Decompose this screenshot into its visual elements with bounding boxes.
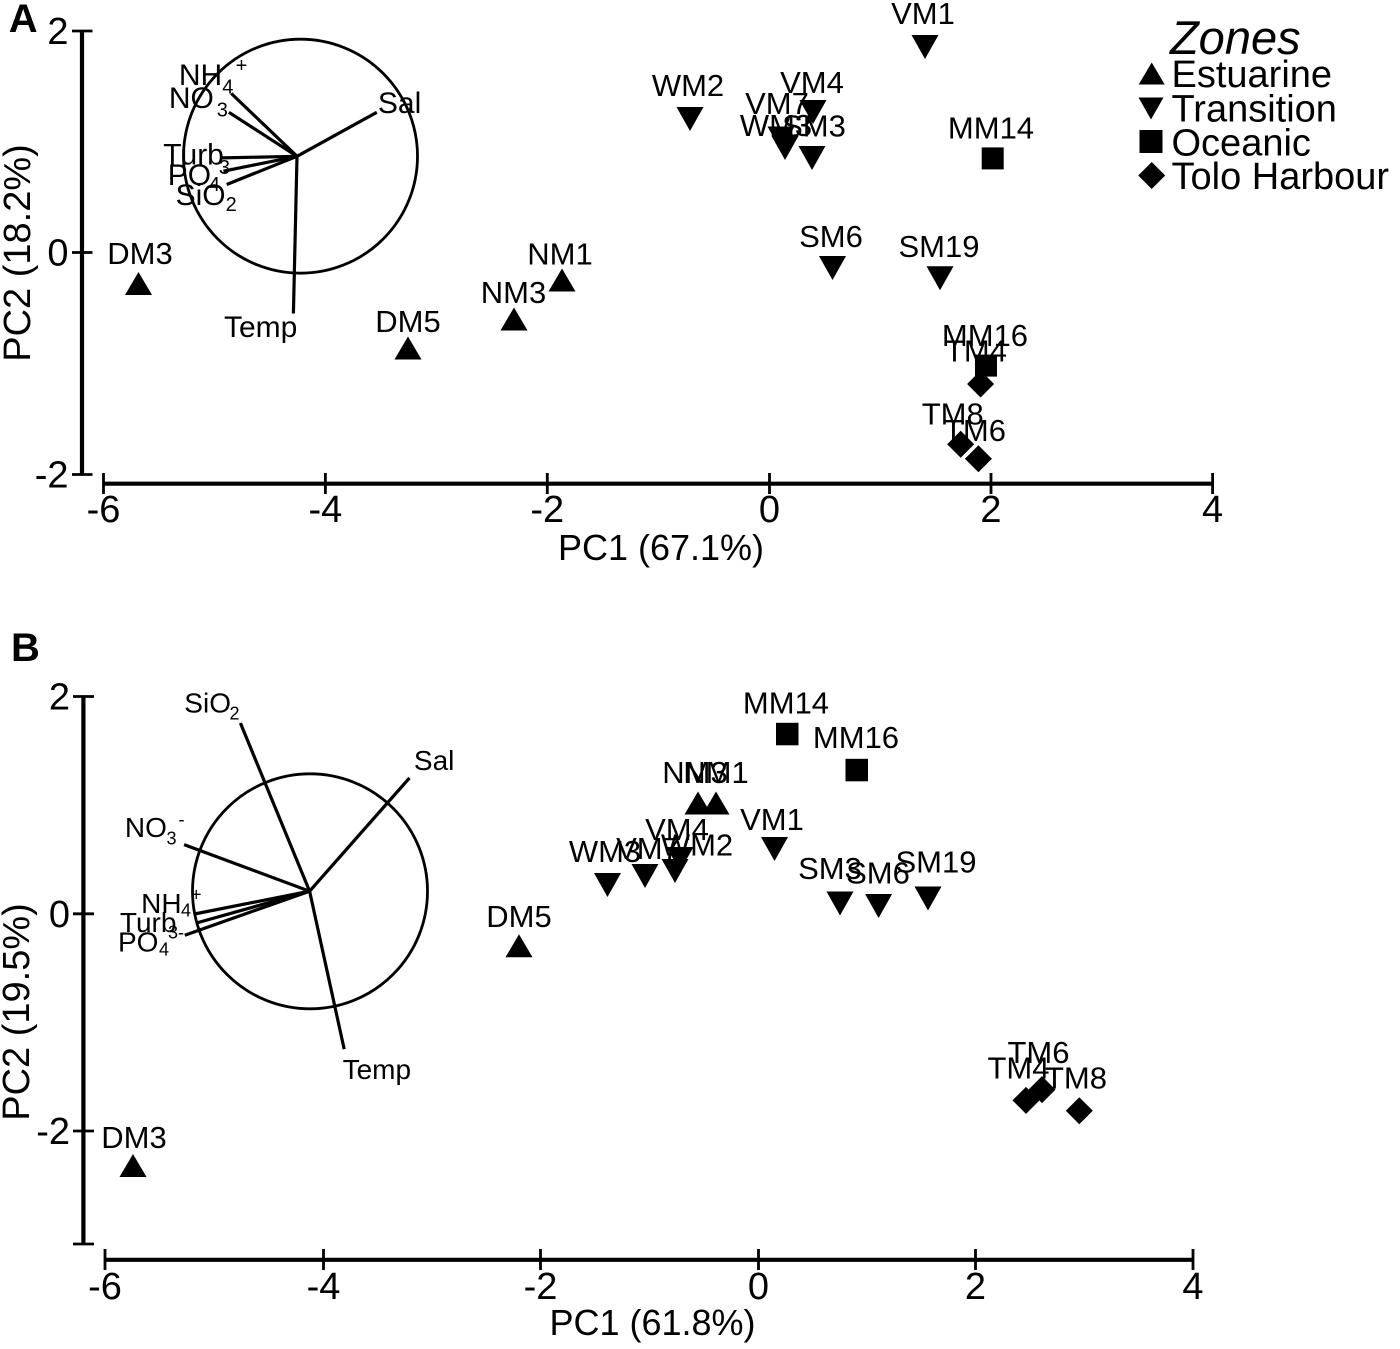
svg-text:VM7: VM7	[745, 86, 809, 121]
svg-text:NH: NH	[141, 888, 181, 919]
svg-text:2: 2	[47, 11, 68, 53]
svg-text:2: 2	[980, 489, 1001, 531]
svg-text:DM3: DM3	[101, 1120, 166, 1155]
svg-text:SM19: SM19	[896, 845, 977, 880]
svg-text:-2: -2	[524, 1266, 558, 1308]
svg-text:4: 4	[1182, 1266, 1203, 1308]
svg-text:3: 3	[217, 100, 228, 122]
svg-text:TM8: TM8	[922, 397, 984, 432]
svg-text:+: +	[236, 55, 248, 77]
svg-text:Sal: Sal	[378, 87, 421, 120]
svg-text:-2: -2	[35, 455, 69, 497]
svg-text:4: 4	[1202, 489, 1223, 531]
svg-text:Tolo Harbour: Tolo Harbour	[1172, 156, 1390, 198]
svg-text:-2: -2	[36, 1111, 70, 1153]
svg-text:Zones: Zones	[1169, 11, 1301, 64]
svg-text:-4: -4	[307, 1266, 341, 1308]
svg-text:0: 0	[748, 1266, 769, 1308]
svg-text:-6: -6	[88, 1266, 122, 1308]
svg-text:-2: -2	[530, 489, 564, 531]
svg-text:SiO: SiO	[176, 179, 226, 212]
svg-text:SM19: SM19	[899, 229, 980, 264]
svg-text:PC1 (61.8%): PC1 (61.8%)	[549, 1302, 755, 1343]
svg-text:SM6: SM6	[799, 219, 863, 254]
svg-text:2: 2	[230, 704, 240, 724]
svg-text:Sal: Sal	[414, 745, 454, 776]
svg-text:WM3: WM3	[569, 834, 641, 869]
svg-text:2: 2	[965, 1266, 986, 1308]
svg-text:PC2 (18.2%): PC2 (18.2%)	[0, 144, 39, 362]
svg-text:PC1 (67.1%): PC1 (67.1%)	[558, 527, 764, 568]
svg-text:NO: NO	[169, 82, 214, 115]
svg-text:SM6: SM6	[846, 856, 910, 891]
svg-text:4: 4	[159, 940, 169, 960]
svg-text:B: B	[11, 626, 40, 670]
svg-text:NM1: NM1	[683, 755, 748, 790]
svg-text:NH: NH	[179, 59, 222, 92]
svg-text:MM14: MM14	[743, 686, 829, 721]
svg-text:MM16: MM16	[813, 720, 899, 755]
svg-text:PO: PO	[168, 159, 211, 192]
svg-text:+: +	[191, 885, 202, 905]
svg-text:-4: -4	[309, 489, 343, 531]
svg-text:NO: NO	[125, 812, 167, 843]
svg-text:PC2 (19.5%): PC2 (19.5%)	[0, 903, 38, 1121]
svg-text:A: A	[9, 0, 38, 41]
svg-text:MM14: MM14	[948, 111, 1034, 146]
svg-text:-: -	[179, 810, 185, 830]
svg-text:0: 0	[47, 233, 68, 275]
svg-text:VM4: VM4	[645, 812, 709, 847]
svg-text:DM3: DM3	[107, 236, 172, 271]
svg-text:TM6: TM6	[1008, 1035, 1070, 1070]
svg-text:Transition: Transition	[1172, 89, 1337, 131]
svg-text:0: 0	[49, 894, 70, 936]
svg-text:SM3: SM3	[798, 851, 862, 886]
svg-text:Oceanic: Oceanic	[1172, 123, 1311, 165]
svg-text:WM2: WM2	[652, 68, 724, 103]
svg-text:3: 3	[167, 829, 177, 849]
svg-text:Temp: Temp	[224, 311, 297, 344]
svg-text:VM1: VM1	[891, 0, 955, 31]
svg-text:SiO: SiO	[184, 688, 231, 719]
svg-text:Turb: Turb	[163, 139, 224, 172]
svg-text:PO: PO	[118, 927, 158, 958]
svg-text:VM4: VM4	[780, 65, 844, 100]
svg-text:0: 0	[759, 489, 780, 531]
svg-text:Temp: Temp	[343, 1054, 411, 1085]
svg-text:4: 4	[222, 76, 233, 98]
svg-text:2: 2	[226, 194, 237, 216]
svg-text:Turb: Turb	[120, 907, 177, 938]
svg-text:3-: 3-	[168, 923, 184, 943]
svg-text:4: 4	[181, 901, 191, 921]
svg-text:NM3: NM3	[662, 755, 727, 790]
svg-text:NM1: NM1	[527, 236, 592, 271]
svg-text:MM16: MM16	[942, 318, 1028, 353]
svg-text:DM5: DM5	[486, 899, 551, 934]
svg-text:Estuarine: Estuarine	[1172, 54, 1333, 96]
svg-text:3-: 3-	[219, 157, 237, 179]
svg-text:WM2: WM2	[661, 828, 733, 863]
svg-text:DM5: DM5	[375, 304, 440, 339]
svg-text:4: 4	[209, 174, 220, 196]
svg-text:2: 2	[49, 677, 70, 719]
svg-text:NM3: NM3	[481, 275, 546, 310]
svg-text:VM1: VM1	[740, 802, 804, 837]
svg-text:-6: -6	[87, 489, 121, 531]
